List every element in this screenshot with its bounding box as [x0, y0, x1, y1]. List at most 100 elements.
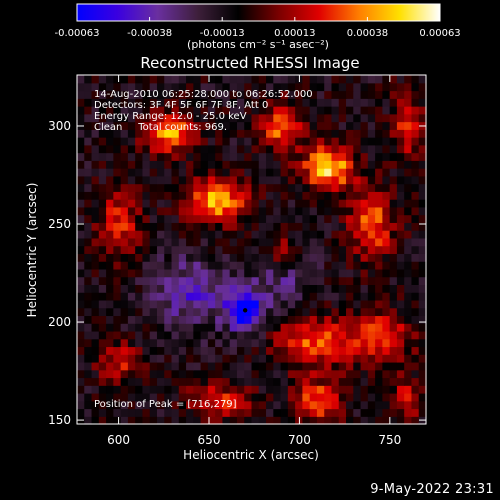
heatmap-cell — [186, 113, 194, 123]
heatmap-cell — [316, 307, 325, 317]
heatmap-cell — [411, 175, 420, 185]
heatmap-cell — [156, 175, 165, 185]
heatmap-cell — [258, 307, 267, 317]
heatmap-cell — [331, 369, 340, 379]
heatmap-cell — [215, 129, 224, 138]
heatmap-cell — [120, 175, 129, 185]
heatmap-cell — [302, 253, 311, 262]
heatmap-cell — [142, 315, 151, 324]
heatmap-cell — [77, 299, 85, 309]
heatmap-cell — [331, 253, 340, 262]
heatmap-cell — [280, 299, 289, 309]
heatmap-cell — [149, 377, 158, 386]
heatmap-cell — [178, 330, 187, 340]
heatmap-cell — [98, 237, 107, 247]
heatmap-cell — [411, 199, 420, 208]
heatmap-cell — [309, 183, 318, 192]
heatmap-cell — [375, 75, 383, 84]
heatmap-cell — [84, 183, 93, 192]
heatmap-cell — [258, 408, 267, 417]
heatmap-cell — [149, 416, 158, 425]
heatmap-cell — [98, 183, 107, 192]
heatmap-cell — [186, 144, 194, 154]
heatmap-cell — [106, 106, 114, 115]
heatmap-cell — [331, 98, 340, 107]
heatmap-cell — [396, 315, 405, 324]
heatmap-cell — [367, 144, 376, 154]
heatmap-cell — [338, 338, 347, 348]
heatmap-cell — [171, 400, 180, 410]
heatmap-cell — [120, 214, 129, 223]
heatmap-cell — [302, 183, 311, 192]
heatmap-cell — [164, 292, 173, 301]
heatmap-cell — [91, 199, 100, 208]
heatmap-cell — [266, 152, 274, 161]
heatmap-cell — [404, 268, 413, 278]
heatmap-cell — [178, 392, 187, 402]
heatmap-cell — [149, 191, 158, 200]
heatmap-cell — [164, 261, 173, 270]
heatmap-cell — [200, 129, 209, 138]
heatmap-cell — [106, 307, 114, 317]
heatmap-cell — [120, 144, 129, 154]
heatmap-cell — [367, 330, 376, 340]
heatmap-cell — [389, 253, 398, 262]
heatmap-cell — [418, 82, 427, 92]
heatmap-cell — [77, 323, 85, 332]
heatmap-cell — [338, 299, 347, 309]
heatmap-cell — [258, 129, 267, 138]
heatmap-cell — [178, 75, 187, 84]
heatmap-cell — [287, 330, 296, 340]
heatmap-cell — [229, 377, 238, 386]
heatmap-cell — [127, 222, 136, 231]
heatmap-cell — [207, 183, 216, 192]
heatmap-cell — [266, 160, 274, 169]
heatmap-cell — [164, 214, 173, 223]
heatmap-cell — [251, 144, 260, 154]
heatmap-cell — [375, 323, 383, 332]
heatmap-cell — [302, 214, 311, 223]
heatmap-cell — [353, 392, 362, 402]
heatmap-cell — [389, 168, 398, 177]
heatmap-cell — [382, 330, 391, 340]
heatmap-cell — [375, 144, 383, 154]
heatmap-cell — [229, 199, 238, 208]
heatmap-cell — [309, 90, 318, 99]
heatmap-cell — [149, 121, 158, 130]
heatmap-cell — [295, 400, 303, 410]
heatmap-cell — [273, 307, 282, 317]
heatmap-cell — [215, 323, 224, 332]
heatmap-cell — [193, 385, 202, 394]
heatmap-cell — [258, 106, 267, 115]
heatmap-cell — [375, 206, 383, 216]
heatmap-cell — [411, 284, 420, 293]
heatmap-cell — [280, 75, 289, 84]
heatmap-cell — [142, 354, 151, 363]
heatmap-cell — [229, 106, 238, 115]
heatmap-cell — [273, 98, 282, 107]
heatmap-cell — [98, 330, 107, 340]
heatmap-cell — [324, 199, 333, 208]
heatmap-cell — [135, 90, 144, 99]
heatmap-cell — [164, 392, 173, 402]
heatmap-cell — [338, 400, 347, 410]
heatmap-cell — [251, 214, 260, 223]
heatmap-cell — [324, 416, 333, 425]
heatmap-cell — [106, 261, 114, 270]
heatmap-cell — [149, 292, 158, 301]
heatmap-cell — [360, 245, 369, 254]
heatmap-cell — [193, 175, 202, 185]
heatmap-cell — [222, 292, 231, 301]
heatmap-cell — [375, 408, 383, 417]
heatmap-cell — [404, 144, 413, 154]
heatmap-cell — [135, 261, 144, 270]
heatmap-cell — [382, 307, 391, 317]
heatmap-cell — [215, 315, 224, 324]
heatmap-cell — [200, 245, 209, 254]
heatmap-cell — [295, 90, 303, 99]
heatmap-cell — [186, 152, 194, 161]
heatmap-cell — [200, 144, 209, 154]
heatmap-cell — [266, 253, 274, 262]
heatmap-cell — [389, 408, 398, 417]
heatmap-cell — [258, 222, 267, 231]
